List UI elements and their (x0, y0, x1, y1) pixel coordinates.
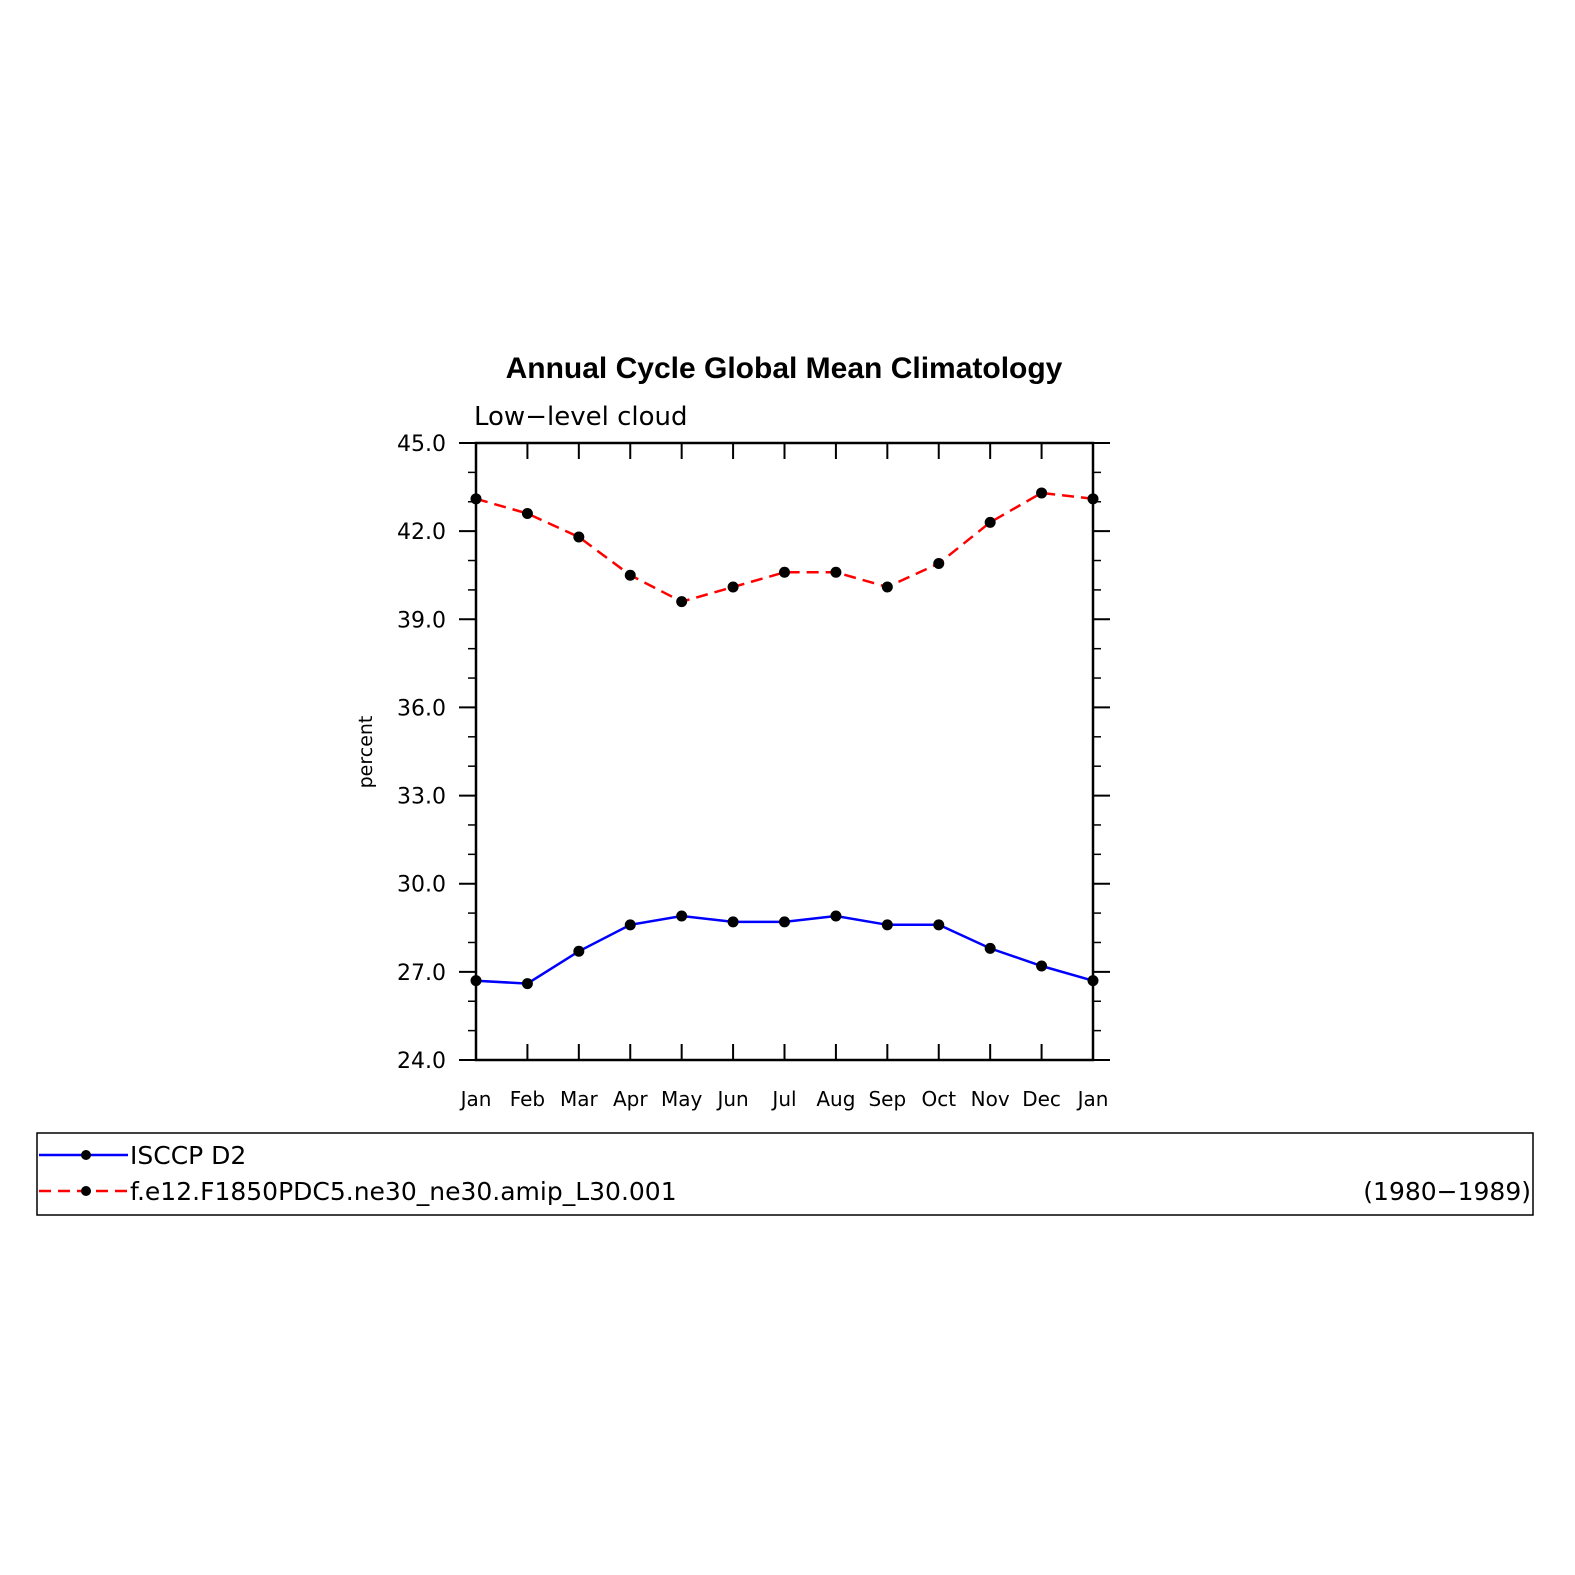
data-point (624, 569, 636, 581)
y-tick-label: 33.0 (397, 785, 446, 810)
data-point (573, 531, 585, 543)
data-point (933, 919, 945, 931)
x-tick-label: Apr (613, 1087, 648, 1111)
y-tick-label: 45.0 (397, 432, 446, 457)
data-point (624, 919, 636, 931)
x-tick-label: Sep (868, 1087, 906, 1111)
chart-subtitle: Low−level cloud (474, 402, 687, 432)
x-tick-label: Jan (459, 1087, 492, 1111)
y-tick-label: 39.0 (397, 608, 446, 633)
x-tick-label: Oct (921, 1087, 956, 1111)
data-point (933, 557, 945, 569)
data-point (830, 910, 842, 922)
data-point (779, 566, 790, 578)
data-point (727, 581, 739, 593)
legend-label-model: f.e12.F1850PDC5.ne30_ne30.amip_L30.001 (130, 1177, 677, 1206)
legend-box (36, 1132, 1534, 1216)
data-point (676, 910, 688, 922)
data-point (984, 516, 996, 528)
series-line-1 (475, 491, 1094, 604)
legend-marker-model (81, 1186, 91, 1196)
x-tick-label: Feb (510, 1087, 545, 1111)
x-tick-label: Aug (816, 1087, 855, 1111)
data-point (521, 978, 533, 990)
legend: ISCCP D2 f.e12.F1850PDC5.ne30_ne30.amip_… (36, 1132, 1534, 1216)
y-axis-label: percent (355, 716, 377, 789)
chart-title: Annual Cycle Global Mean Climatology (506, 352, 1063, 385)
data-point (521, 508, 533, 520)
data-point (573, 945, 585, 957)
y-tick-label: 24.0 (397, 1049, 446, 1074)
x-tick-label: Mar (560, 1087, 599, 1111)
data-point (1036, 487, 1048, 499)
data-point (1036, 960, 1048, 972)
data-point (881, 919, 893, 931)
data-point (779, 916, 790, 928)
data-point (984, 942, 996, 954)
y-tick-label: 27.0 (397, 961, 446, 986)
plot-area: 24.0 27.0 30.0 33.0 36.0 39.0 42.0 45.0 Jan Feb Ma… (397, 432, 1110, 1111)
x-tick-label: Jun (715, 1087, 748, 1111)
plot-frame (474, 441, 1095, 1062)
x-tick-label: Nov (971, 1087, 1010, 1111)
legend-label-isccp: ISCCP D2 (130, 1141, 246, 1170)
x-tick-label: Jul (770, 1087, 796, 1111)
x-tick-label: Dec (1022, 1087, 1061, 1111)
data-point (727, 916, 739, 928)
x-tick-label: May (661, 1087, 703, 1111)
y-tick-label: 42.0 (397, 520, 446, 545)
x-tick-label: Jan (1076, 1087, 1109, 1111)
y-tick-label: 30.0 (397, 873, 446, 898)
legend-marker-isccp (81, 1150, 91, 1160)
data-point (881, 581, 893, 593)
data-point (676, 596, 688, 608)
y-tick-label: 36.0 (397, 696, 446, 721)
legend-period-note: (1980−1989) (1363, 1177, 1531, 1206)
data-point (830, 566, 842, 578)
